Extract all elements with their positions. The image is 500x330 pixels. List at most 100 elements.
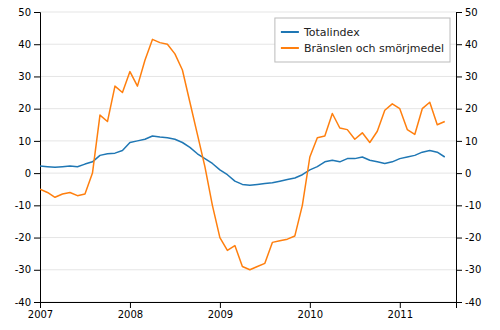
tick-label: 2008: [118, 309, 143, 320]
tick: -10: [456, 200, 481, 211]
grid: [40, 12, 456, 302]
tick-mark: [34, 76, 40, 77]
tick-label: -40: [465, 297, 481, 308]
grid-line: [40, 205, 456, 206]
tick: 2007: [28, 302, 53, 320]
tick-label: 50: [18, 7, 31, 18]
tick: 50: [18, 7, 40, 18]
plot: 20072008200920102011-40-30-20-1001020304…: [15, 7, 482, 320]
tick-label: 20: [465, 103, 478, 114]
axis-line: [457, 13, 463, 303]
tick: 2008: [118, 302, 143, 320]
tick-label: -10: [465, 200, 481, 211]
legend-label: Bränslen och smörjmedel: [304, 42, 444, 55]
legend-label: Totalindex: [303, 26, 360, 39]
tick-mark: [456, 238, 462, 239]
tick: 30: [456, 71, 478, 82]
tick-mark: [456, 12, 462, 13]
tick-label: 30: [465, 71, 478, 82]
grid-line: [40, 140, 456, 141]
tick: -30: [15, 264, 40, 275]
tick-mark: [34, 12, 40, 13]
tick-label: 40: [18, 39, 31, 50]
tick: 50: [456, 7, 478, 18]
legend-entry: Totalindex: [281, 26, 360, 39]
tick-label: -20: [465, 232, 481, 243]
tick-mark: [34, 270, 40, 271]
tick-mark: [400, 302, 401, 308]
tick-label: 50: [465, 7, 478, 18]
tick-mark: [34, 205, 40, 206]
chart: 20072008200920102011-40-30-20-1001020304…: [0, 0, 500, 330]
tick-mark: [34, 302, 40, 303]
tick-mark: [34, 44, 40, 45]
tick: 2011: [388, 302, 413, 320]
tick: -10: [15, 200, 40, 211]
tick: -40: [15, 297, 40, 308]
tick-label: 2010: [298, 309, 323, 320]
tick-mark: [456, 44, 462, 45]
tick-mark: [456, 76, 462, 77]
tick-mark: [130, 302, 131, 308]
tick-label: -30: [465, 264, 481, 275]
legend-entry: Bränslen och smörjmedel: [281, 42, 444, 55]
grid-line: [40, 237, 456, 238]
tick: 2009: [208, 302, 233, 320]
tick-mark: [456, 302, 462, 303]
tick-mark: [220, 302, 221, 308]
tick-label: 30: [18, 71, 31, 82]
tick-label: 40: [465, 39, 478, 50]
series-line: [40, 39, 445, 269]
x-axis: 2007 2008 2009 2010 2011: [28, 302, 457, 320]
tick-label: 10: [465, 136, 478, 147]
tick: 2010: [298, 302, 323, 320]
tick: -30: [456, 264, 481, 275]
tick: 0: [25, 168, 40, 179]
tick: 20: [18, 103, 40, 114]
series-line: [40, 136, 445, 185]
tick-mark: [310, 302, 311, 308]
tick-label: 2011: [388, 309, 413, 320]
grid-line: [40, 76, 456, 77]
tick-mark: [456, 109, 462, 110]
tick: 0: [456, 168, 471, 179]
tick-mark: [456, 141, 462, 142]
tick-mark: [456, 173, 462, 174]
y-axis: -40 -30 -20 -10 0 10 20 30 40 50: [15, 7, 41, 308]
grid-line: [40, 173, 456, 174]
tick-mark: [34, 109, 40, 110]
tick-label: -40: [15, 297, 31, 308]
grid-line: [40, 12, 456, 13]
legend-swatch: [281, 47, 299, 49]
tick: 40: [18, 39, 40, 50]
tick-label: 0: [25, 168, 31, 179]
tick: 10: [18, 136, 40, 147]
grid-line: [40, 108, 456, 109]
axis-line: [34, 13, 41, 303]
tick-label: 20: [18, 103, 31, 114]
legend: Totalindex Bränslen och smörjmedel: [275, 18, 450, 62]
tick: 20: [456, 103, 478, 114]
tick-mark: [34, 173, 40, 174]
tick-label: -20: [15, 232, 31, 243]
tick-label: -10: [15, 200, 31, 211]
tick-mark: [456, 270, 462, 271]
legend-swatch: [281, 31, 299, 33]
tick: -20: [15, 232, 40, 243]
tick-label: 10: [18, 136, 31, 147]
legend-box: [275, 18, 450, 62]
tick-label: 2007: [28, 309, 53, 320]
lines: [40, 39, 445, 269]
tick-mark: [34, 141, 40, 142]
tick: 10: [456, 136, 478, 147]
tick-label: 0: [465, 168, 471, 179]
tick: -20: [456, 232, 481, 243]
tick: -40: [456, 297, 481, 308]
tick-label: 2009: [208, 309, 233, 320]
axis-line: [41, 303, 457, 309]
tick: 40: [456, 39, 478, 50]
y2-axis: -40 -30 -20 -10 0 10 20 30 40 50: [456, 7, 481, 308]
tick-mark: [34, 238, 40, 239]
tick-mark: [456, 205, 462, 206]
tick-label: -30: [15, 264, 31, 275]
